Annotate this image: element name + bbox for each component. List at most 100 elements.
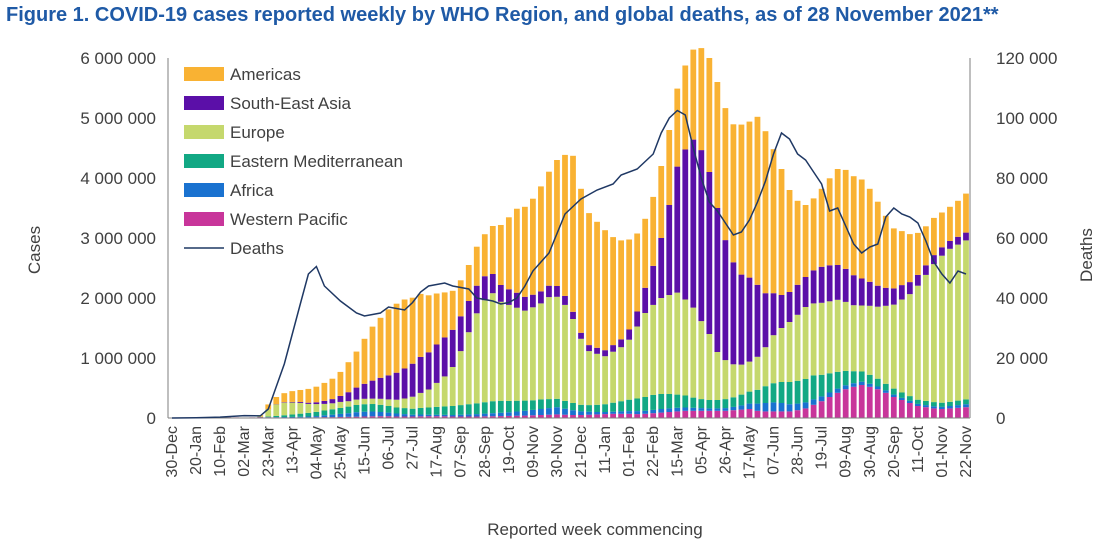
bar-segment [850, 176, 857, 276]
bar-segment [465, 414, 472, 417]
y2-tick-label: 40 000 [996, 289, 1048, 308]
bar-segment [931, 217, 937, 256]
y-tick-label: 2 000 000 [80, 289, 156, 308]
bar-segment [538, 186, 544, 292]
bar-segment [810, 270, 817, 304]
legend-label: Eastern Mediterranean [230, 152, 403, 171]
bar-segment [489, 226, 496, 274]
bar-segment [457, 414, 464, 417]
bar-segment [578, 415, 584, 418]
bar-segment [722, 408, 729, 411]
bar-segment [923, 274, 929, 401]
bar-segment [297, 389, 304, 402]
bar-segment [842, 389, 849, 418]
bar-segment [393, 372, 400, 400]
bar-segment [882, 390, 889, 393]
bar-segment [562, 154, 568, 296]
bar-segment [866, 305, 873, 375]
bar-segment [337, 401, 344, 408]
bar-segment [554, 296, 560, 399]
bar-segment [457, 405, 464, 415]
legend-label: Western Pacific [230, 210, 348, 229]
bar-segment [594, 412, 600, 415]
bar-segment [754, 403, 761, 411]
bar-segment [714, 400, 721, 409]
bar-segment [377, 317, 384, 378]
y2-tick-label: 20 000 [996, 349, 1048, 368]
bar-segment [457, 416, 464, 418]
bar-segment [513, 400, 520, 412]
bar-segment [682, 65, 689, 150]
bar-segment [409, 363, 416, 397]
y2-tick-labels: 0 20 000 40 000 60 000 80 000 100 000 120 000 [996, 49, 1057, 428]
bar-segment [923, 226, 929, 266]
bar-segment [297, 413, 304, 417]
bar-segment [714, 352, 721, 400]
bar-segment [947, 406, 953, 409]
bar-segment [682, 299, 689, 396]
x-tick-label: 25-May [332, 426, 349, 479]
bar-segment [906, 282, 913, 295]
bar-segment [449, 290, 456, 330]
bar-segment [802, 277, 809, 307]
bar-segment [417, 392, 424, 408]
bar-segment [289, 391, 296, 402]
bar-segment [578, 188, 584, 333]
bar-segment [369, 404, 376, 412]
bar-segment [554, 160, 560, 286]
bar-segment [882, 392, 889, 418]
bar-segment [682, 395, 689, 408]
bar-segment [594, 404, 600, 412]
bar-segment [578, 411, 584, 415]
x-tick-label: 30-Dec [164, 426, 181, 478]
bar-segment [778, 328, 785, 382]
bar-segment [385, 375, 392, 400]
bar-segment [682, 149, 689, 300]
axes [167, 58, 971, 419]
bar-segment [546, 285, 552, 298]
bar-segment [473, 414, 480, 417]
bar-segment [850, 383, 857, 387]
bar-segment [698, 150, 705, 322]
bar-segment [385, 399, 392, 406]
bar-segment [433, 344, 440, 383]
bar-segment [489, 416, 496, 418]
bar-segment [345, 413, 352, 417]
bar-segment [642, 287, 649, 313]
x-tick-label: 28-Jun [790, 426, 807, 475]
bar-segment [305, 402, 312, 404]
bar-segment [834, 392, 841, 418]
bar-segment [626, 329, 633, 340]
bar-segment [842, 385, 849, 390]
bar-segment [530, 415, 536, 418]
bar-segment [722, 399, 729, 409]
bar-segment [770, 402, 777, 412]
bar-segment [570, 415, 576, 418]
bar-segment [963, 407, 969, 418]
bar-segment [602, 350, 608, 357]
bar-segment [698, 408, 705, 411]
bar-segment [802, 379, 809, 403]
bar-segment [722, 108, 729, 241]
bar-segment [914, 399, 921, 404]
bar-segment [289, 402, 296, 415]
bar-segment [321, 382, 328, 401]
bar-segment [794, 314, 801, 381]
bar-segment [473, 246, 480, 286]
bar-segment [505, 289, 512, 305]
bar-segment [313, 416, 320, 418]
bar-segment [345, 406, 352, 414]
bar-segment [281, 393, 288, 403]
bar-segment [786, 411, 793, 418]
x-tick-label: 19-Oct [501, 425, 518, 474]
bar-segment [746, 409, 753, 418]
bar-segment [289, 416, 296, 418]
bar-segment [265, 404, 272, 410]
bar-segment [497, 400, 504, 413]
bar-segment [489, 293, 496, 402]
bar-segment [385, 406, 392, 413]
bar-segment [674, 407, 681, 412]
bar-segment [778, 403, 785, 412]
bar-segment [698, 410, 705, 418]
bar-segment [505, 415, 512, 418]
